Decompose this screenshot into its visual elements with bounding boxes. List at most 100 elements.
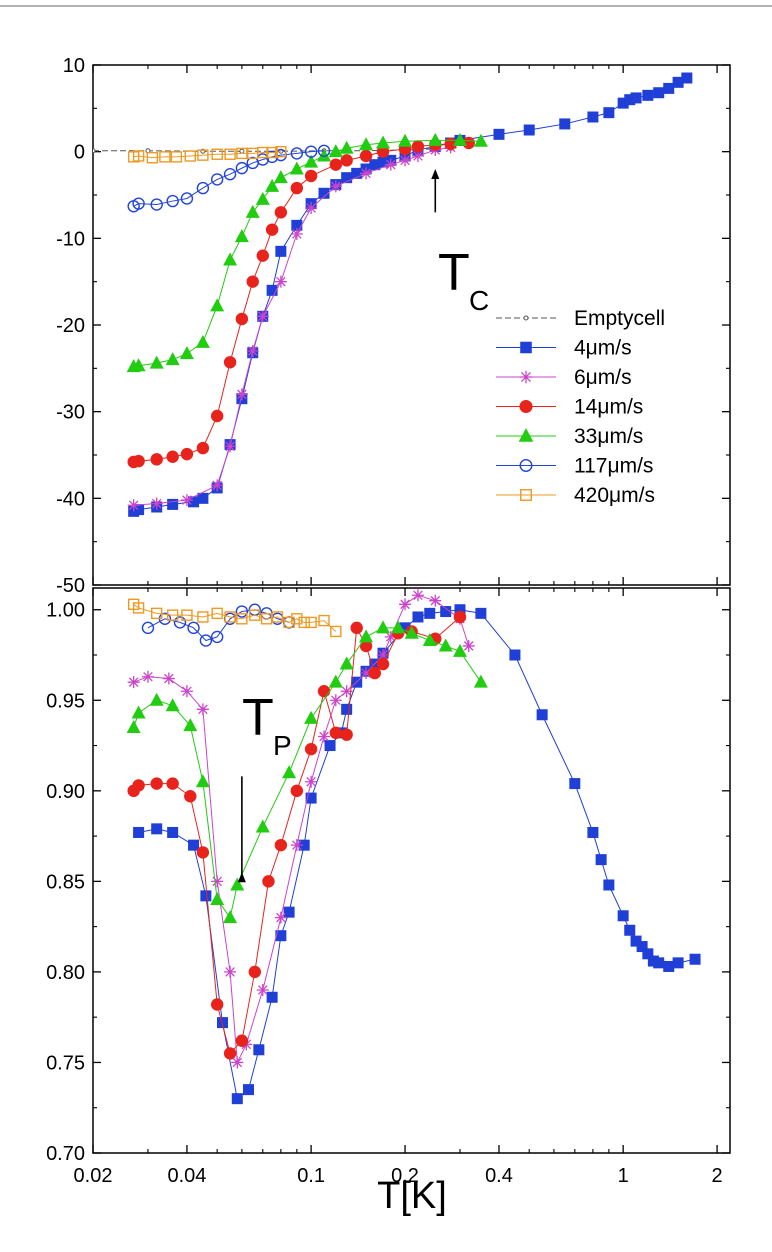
bottom-y-tick-label: 0.75 [46, 1052, 85, 1074]
bottom-data-point [274, 838, 288, 852]
bottom-data-point [223, 910, 238, 924]
legend-entry-33um-s: 33μm/s [496, 425, 643, 448]
bottom-data-point [318, 730, 331, 743]
bottom-data-point [195, 774, 210, 788]
top-data-point [603, 107, 615, 119]
legend-swatch-marker [519, 370, 533, 384]
top-annotation-arrowhead [431, 169, 440, 179]
bottom-data-point [211, 875, 224, 888]
bottom-data-point [454, 604, 466, 616]
top-data-point [224, 440, 237, 453]
top-data-point [273, 170, 288, 184]
top-y-tick-label: -50 [56, 575, 85, 597]
bottom-series-420um-s [127, 598, 342, 638]
top-series-117um-s [127, 144, 331, 213]
bottom-data-point [663, 960, 675, 972]
top-data-point [166, 194, 179, 208]
bottom-data-point [256, 984, 269, 997]
bottom-data-point [249, 609, 261, 621]
top-data-point [369, 159, 381, 171]
bottom-data-point [340, 685, 353, 698]
top-data-point [329, 158, 343, 171]
bottom-data-point [211, 607, 223, 620]
bottom-data-point [166, 609, 179, 621]
top-y-tick-label: -30 [56, 402, 85, 424]
bottom-data-point [290, 839, 303, 852]
bottom-data-point [262, 875, 275, 888]
bottom-data-point [317, 685, 331, 698]
bottom-data-point [224, 965, 237, 978]
top-data-point [165, 352, 180, 366]
bottom-data-point [298, 616, 310, 629]
bottom-data-point [404, 625, 419, 639]
top-data-point [523, 124, 535, 136]
bottom-data-point [509, 649, 521, 661]
top-data-point [617, 97, 629, 109]
top-data-point [150, 198, 163, 211]
bottom-data-point [127, 676, 140, 689]
top-data-point [642, 89, 654, 101]
x-tick-label: 0.02 [74, 1165, 113, 1187]
top-data-point [180, 192, 194, 205]
top-data-point [146, 152, 159, 164]
top-data-point [341, 172, 353, 184]
bottom-data-point [275, 930, 287, 942]
legend-swatch-marker [519, 399, 533, 414]
top-data-point [224, 148, 236, 160]
top-data-point [131, 358, 146, 372]
bottom-data-point [167, 826, 179, 838]
bottom-data-point [399, 622, 411, 634]
bottom-data-point [223, 1047, 237, 1060]
top-data-point [196, 441, 210, 455]
top-data-point [236, 147, 248, 160]
bottom-data-point [291, 613, 303, 625]
top-data-point [166, 450, 179, 463]
legend-label: 14μm/s [574, 396, 643, 419]
top-data-point [132, 454, 145, 468]
top-data-point [93, 148, 96, 154]
top-data-point [653, 87, 665, 99]
bottom-data-point [424, 607, 436, 619]
bottom-series-line [133, 616, 461, 1055]
bottom-data-point [304, 710, 319, 724]
bottom-data-point [630, 935, 642, 947]
top-data-point [256, 153, 269, 166]
top-data-point [211, 148, 223, 160]
bottom-data-point [672, 957, 684, 969]
bottom-data-point [453, 610, 467, 624]
top-data-point [328, 144, 343, 158]
bottom-data-point [360, 667, 373, 680]
bottom-data-point [180, 685, 193, 698]
top-data-point [291, 219, 303, 231]
top-data-point [290, 181, 304, 195]
top-data-point [452, 132, 467, 146]
legend-swatch-marker [520, 341, 532, 354]
top-data-point [246, 345, 259, 357]
bottom-data-point [624, 924, 636, 936]
x-tick-label: 0.04 [167, 1165, 206, 1187]
bottom-data-point [150, 777, 163, 790]
bottom-data-point [141, 621, 155, 635]
bottom-data-point [165, 698, 180, 712]
top-data-point [473, 133, 488, 147]
top-data-point [377, 156, 389, 168]
legend-entry-6um-s: 6μm/s [496, 366, 632, 389]
bottom-series-line [133, 603, 337, 632]
bottom-data-point [133, 826, 145, 838]
top-data-point [681, 72, 693, 84]
top-series-420um-s [127, 145, 287, 164]
top-data-point [290, 147, 304, 160]
bottom-data-point [689, 953, 701, 965]
legend: Emptycell 4μm/s 6μm/s 14μm/s 33μm/s 117μm/s 42… [496, 307, 665, 507]
bottom-annotation-subscript: P [273, 730, 292, 761]
top-data-point [428, 132, 443, 146]
bottom-data-point [569, 778, 581, 790]
bottom-y-tick-label: 0.85 [46, 871, 85, 893]
bottom-data-point [224, 611, 236, 623]
top-data-point [411, 140, 425, 153]
bottom-data-point [236, 613, 248, 625]
bottom-data-point [253, 1044, 265, 1056]
bottom-data-point [376, 657, 390, 671]
bottom-data-point [440, 606, 452, 618]
